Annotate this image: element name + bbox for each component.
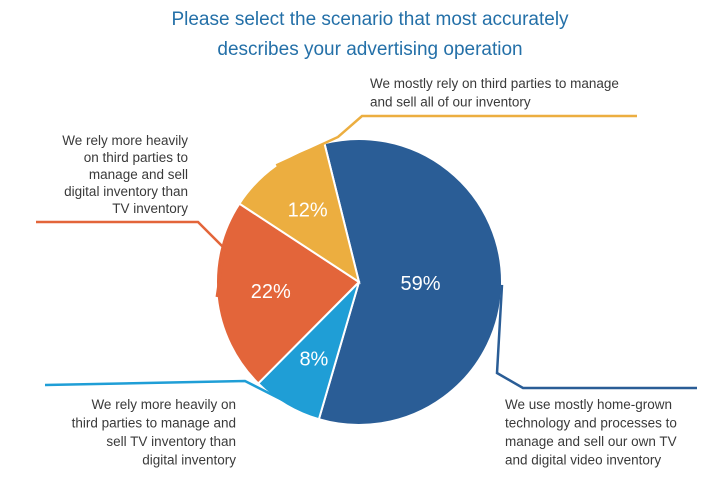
- chart-title-line-1: Please select the scenario that most acc…: [171, 9, 569, 30]
- slice-percent-label: 8%: [299, 348, 328, 370]
- callout-line: We use mostly home-grown: [505, 397, 672, 412]
- callout-line: and digital video inventory: [505, 453, 661, 468]
- callout-line: We rely more heavily on: [91, 397, 236, 412]
- slice-percent-label: 12%: [288, 200, 328, 222]
- callout-line: third parties to manage and: [72, 416, 236, 431]
- slice-percent-label: 59%: [400, 273, 440, 295]
- callout-leader-line: [36, 220, 226, 298]
- callout-leader-line: [44, 379, 289, 404]
- slice-percent-label: 22%: [251, 281, 291, 303]
- callout-line: We mostly rely on third parties to manag…: [370, 76, 619, 91]
- callout-line: on third parties to: [84, 150, 188, 165]
- callout-line: TV inventory: [112, 201, 188, 216]
- callout-leader-lines: [36, 114, 697, 404]
- callout-line: digital inventory than: [64, 184, 188, 199]
- pie-slices: [215, 138, 503, 426]
- callout-line: and sell all of our inventory: [370, 95, 531, 110]
- slice-callout-label: We use mostly home-grown technology and p…: [505, 397, 677, 468]
- slice-callout-labels: We use mostly home-grown technology and p…: [62, 76, 677, 468]
- callout-line: digital inventory: [142, 453, 236, 468]
- slice-callout-label: We mostly rely on third parties to manag…: [370, 76, 619, 110]
- callout-leader-line: [495, 284, 697, 390]
- callout-leader-line: [275, 114, 637, 167]
- pie-slice-22: [215, 202, 361, 385]
- callout-line: We rely more heavily: [62, 133, 188, 148]
- pie-slice-59: [317, 138, 503, 426]
- slice-percent-labels: 59% 8% 22% 12%: [251, 200, 441, 371]
- slice-callout-label: We rely more heavily on third parties to m…: [62, 133, 188, 216]
- slice-callout-label: We rely more heavily on third parties to …: [72, 397, 237, 468]
- callout-line: manage and sell our own TV: [505, 434, 677, 449]
- callout-line: technology and processes to: [505, 416, 677, 431]
- callout-line: manage and sell: [89, 167, 188, 182]
- callout-line: sell TV inventory than: [106, 434, 236, 449]
- chart-title-line-2: describes your advertising operation: [217, 39, 522, 60]
